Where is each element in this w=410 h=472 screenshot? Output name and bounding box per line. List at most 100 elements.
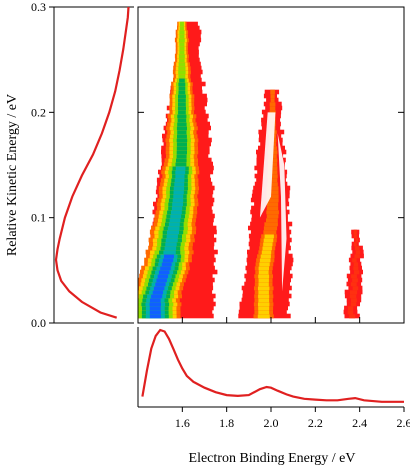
heatmap-cell — [177, 117, 187, 123]
heatmap-cell — [179, 25, 184, 31]
heatmap-cell — [177, 105, 186, 111]
band-1 — [138, 21, 218, 319]
y-tick-label: 0.2 — [31, 105, 46, 119]
heatmap-cell — [354, 253, 360, 259]
band-gap — [277, 133, 287, 292]
band-2 — [238, 89, 294, 319]
heatmap-cell — [178, 97, 186, 103]
heatmap-cell — [175, 169, 186, 175]
bottom-projection-panel: 1.6 1.8 2.0 2.2 2.4 2.6 — [137, 327, 410, 430]
heatmap-cell — [172, 201, 183, 207]
y-tick-labels: 0.0 0.1 0.2 0.3 — [31, 0, 46, 330]
x-tick-label: 2.4 — [352, 416, 367, 430]
heatmap-cell — [179, 33, 185, 39]
heatmap-cell — [177, 113, 187, 119]
heatmap-cell — [166, 233, 178, 239]
heatmap-cell — [270, 89, 275, 95]
heatmap-cell — [179, 53, 185, 59]
heatmap-cell — [176, 125, 187, 131]
heatmap-cell — [153, 285, 165, 291]
heatmap-cell — [151, 293, 163, 299]
heatmap-cell — [158, 269, 170, 275]
heatmap-cell — [149, 313, 161, 319]
heatmap-cell — [258, 289, 269, 295]
heatmap-cell — [173, 189, 184, 195]
heatmap-cell — [162, 257, 174, 263]
heatmap-cell — [350, 301, 357, 307]
heatmap-cell — [170, 213, 182, 219]
heatmap-cell — [179, 49, 199, 55]
band-gap — [259, 112, 276, 218]
heatmap-cell — [175, 165, 186, 171]
heatmap-cell — [263, 241, 273, 247]
heatmap-cell — [266, 209, 279, 215]
heatmap-cell — [156, 277, 167, 283]
heatmap-cell — [258, 277, 269, 283]
left-projection-panel: 0.0 0.1 0.2 0.3 — [31, 0, 134, 330]
heatmap-cell — [262, 245, 272, 251]
heatmap-cell — [176, 153, 187, 159]
heatmap-cell — [353, 241, 357, 247]
heatmap-cell — [354, 245, 360, 251]
heatmap-cell — [173, 185, 185, 191]
heatmap-cell — [181, 29, 202, 35]
heatmap-cell — [178, 109, 186, 115]
heatmap-cell — [177, 133, 187, 139]
heatmap-cell — [178, 69, 186, 75]
heatmap-cell — [171, 205, 183, 211]
heatmap-cell — [352, 277, 358, 283]
heatmap-cell — [270, 93, 275, 99]
heatmap-cell — [168, 221, 180, 227]
heatmap-cell — [267, 165, 278, 171]
heatmap-cell — [263, 237, 274, 243]
heatmap-cell — [270, 97, 275, 103]
heatmap-cell — [172, 197, 184, 203]
heatmap-cell — [267, 201, 279, 207]
y-tick-label: 0.3 — [31, 0, 46, 14]
heatmap-cell — [176, 145, 188, 151]
heatmap-cell — [258, 297, 270, 303]
heatmap-cell — [179, 45, 185, 51]
heatmap-cell — [267, 173, 278, 179]
heatmap-panel — [137, 6, 405, 324]
heatmap-cell — [257, 313, 270, 319]
heatmap-cell — [164, 245, 177, 251]
heatmap-cell — [258, 281, 269, 287]
heatmap-cell — [266, 217, 278, 223]
bottom-projection-curve — [141, 328, 404, 403]
x-tick-label: 1.6 — [175, 416, 190, 430]
left-projection-curve — [54, 6, 130, 319]
heatmap-cell — [165, 241, 177, 247]
heatmap-cell — [348, 305, 354, 311]
x-tick-label: 2.2 — [308, 416, 323, 430]
heatmap-cell — [180, 41, 200, 47]
heatmap-cell — [178, 57, 200, 63]
heatmap-cell — [267, 181, 278, 187]
heatmap-cell — [165, 237, 178, 243]
heatmap-cell — [258, 293, 270, 299]
heatmap-cell — [180, 21, 184, 27]
heatmap-cell — [259, 261, 270, 267]
heatmap-cell — [178, 61, 186, 67]
heatmap-cell — [173, 193, 184, 199]
heatmap-cell — [258, 305, 270, 311]
heatmap-cell — [161, 261, 172, 267]
heatmap-cell — [354, 269, 360, 275]
heatmap-cell — [266, 193, 279, 199]
heatmap-cell — [352, 257, 357, 263]
heatmap-cell — [160, 265, 171, 271]
heatmap-cell — [269, 105, 276, 111]
heatmap-cell — [178, 85, 186, 91]
heatmap-cell — [266, 189, 279, 195]
heatmap-cell — [183, 21, 198, 27]
band-3 — [343, 229, 364, 319]
heatmap-cell — [179, 41, 185, 47]
heatmap-cell — [349, 293, 357, 299]
heatmap-cell — [350, 281, 357, 287]
heatmap-cell — [263, 93, 277, 99]
heatmap-cell — [351, 273, 357, 279]
heatmap-cell — [179, 29, 185, 35]
heatmap-cell — [150, 297, 161, 303]
heatmap-cell — [353, 261, 359, 267]
heatmap-cell — [149, 309, 161, 315]
